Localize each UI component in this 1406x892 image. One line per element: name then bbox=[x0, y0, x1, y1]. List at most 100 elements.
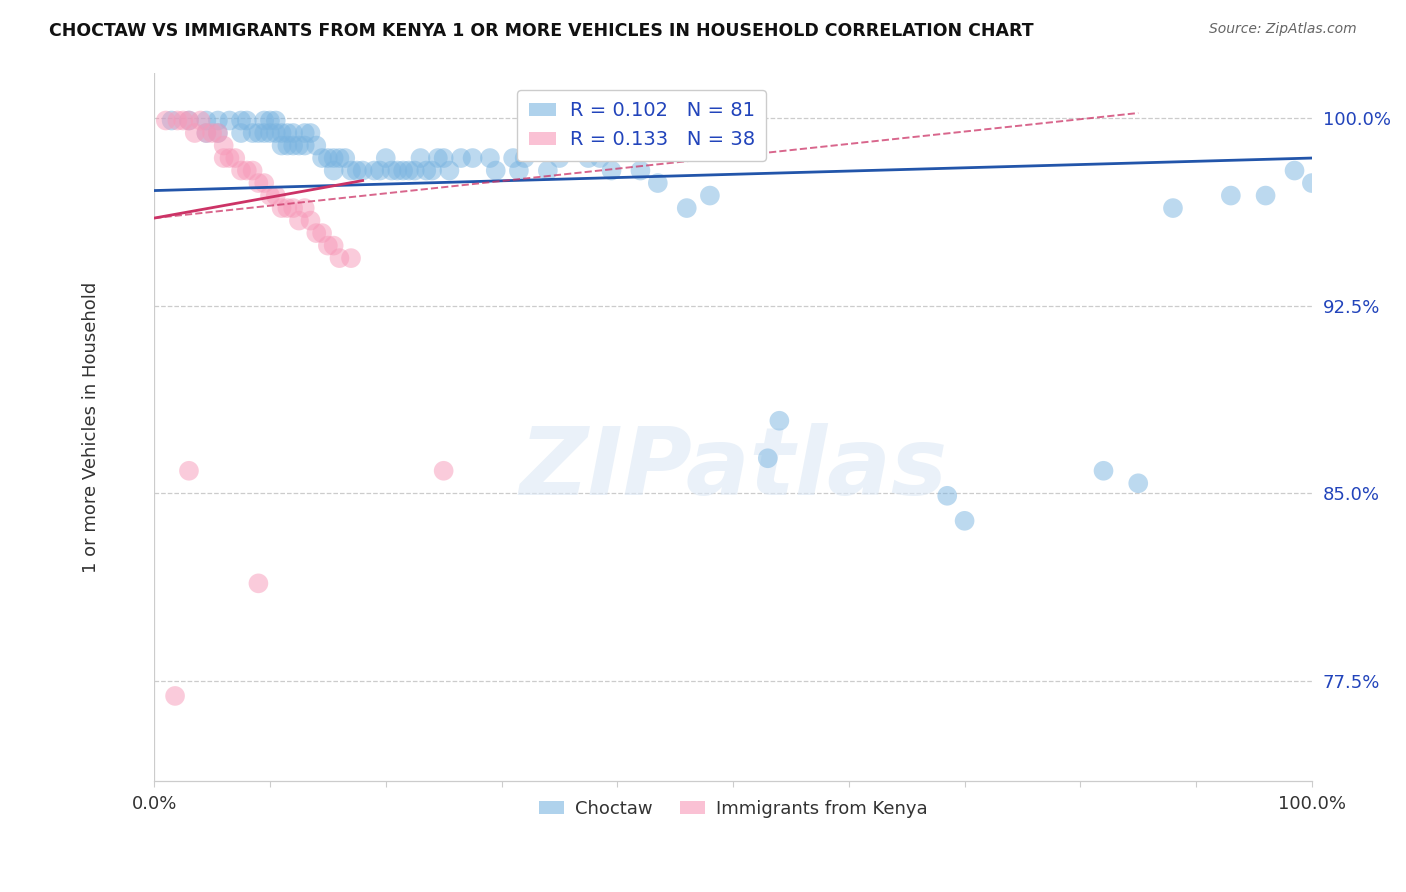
Point bbox=[600, 163, 623, 178]
Text: ZIPatlas: ZIPatlas bbox=[519, 424, 948, 516]
Legend: Choctaw, Immigrants from Kenya: Choctaw, Immigrants from Kenya bbox=[531, 793, 935, 825]
Point bbox=[537, 163, 560, 178]
Point bbox=[398, 163, 420, 178]
Point bbox=[1254, 188, 1277, 202]
Point bbox=[288, 138, 311, 153]
Point bbox=[270, 138, 292, 153]
Point bbox=[264, 188, 287, 202]
Point bbox=[299, 126, 322, 140]
Point bbox=[218, 113, 240, 128]
Point bbox=[207, 113, 229, 128]
Point bbox=[461, 151, 484, 165]
Point bbox=[212, 151, 235, 165]
Point bbox=[229, 113, 252, 128]
Point bbox=[409, 151, 432, 165]
Point bbox=[281, 201, 304, 215]
Point bbox=[380, 163, 402, 178]
Point bbox=[242, 163, 264, 178]
Point bbox=[322, 163, 344, 178]
Point bbox=[340, 251, 363, 265]
Point bbox=[299, 213, 322, 227]
Point bbox=[1284, 163, 1306, 178]
Point bbox=[270, 126, 292, 140]
Point bbox=[1128, 476, 1150, 491]
Point bbox=[485, 163, 508, 178]
Point bbox=[576, 151, 599, 165]
Point bbox=[281, 126, 304, 140]
Point bbox=[768, 414, 790, 428]
Point bbox=[316, 238, 339, 252]
Point bbox=[433, 464, 456, 478]
Point bbox=[294, 138, 316, 153]
Point bbox=[502, 151, 524, 165]
Point bbox=[195, 126, 218, 140]
Point bbox=[392, 163, 415, 178]
Point bbox=[363, 163, 385, 178]
Point bbox=[756, 451, 779, 466]
Point bbox=[165, 689, 187, 703]
Point bbox=[253, 126, 276, 140]
Point bbox=[311, 226, 333, 240]
Point bbox=[352, 163, 374, 178]
Point bbox=[218, 151, 240, 165]
Point bbox=[699, 188, 721, 202]
Point bbox=[311, 151, 333, 165]
Point bbox=[259, 188, 281, 202]
Point bbox=[184, 126, 207, 140]
Point bbox=[513, 151, 536, 165]
Point bbox=[224, 151, 246, 165]
Text: CHOCTAW VS IMMIGRANTS FROM KENYA 1 OR MORE VEHICLES IN HOUSEHOLD CORRELATION CHA: CHOCTAW VS IMMIGRANTS FROM KENYA 1 OR MO… bbox=[49, 22, 1033, 40]
Point bbox=[340, 163, 363, 178]
Point bbox=[1161, 201, 1184, 215]
Point bbox=[420, 163, 443, 178]
Point bbox=[647, 176, 669, 190]
Point bbox=[508, 163, 530, 178]
Point bbox=[305, 138, 328, 153]
Point bbox=[264, 126, 287, 140]
Point bbox=[478, 151, 501, 165]
Point bbox=[259, 113, 281, 128]
Point bbox=[294, 126, 316, 140]
Point bbox=[450, 151, 472, 165]
Point bbox=[294, 201, 316, 215]
Point bbox=[253, 113, 276, 128]
Point bbox=[1219, 188, 1241, 202]
Point bbox=[675, 201, 697, 215]
Point bbox=[328, 251, 350, 265]
Point bbox=[160, 113, 183, 128]
Point bbox=[439, 163, 461, 178]
Point bbox=[212, 138, 235, 153]
Text: 1 or more Vehicles in Household: 1 or more Vehicles in Household bbox=[82, 281, 100, 573]
Point bbox=[415, 163, 437, 178]
Point bbox=[374, 151, 396, 165]
Point bbox=[305, 226, 328, 240]
Point bbox=[426, 151, 449, 165]
Point bbox=[166, 113, 188, 128]
Point bbox=[276, 201, 298, 215]
Point bbox=[247, 176, 270, 190]
Point bbox=[190, 113, 212, 128]
Point bbox=[328, 151, 350, 165]
Point bbox=[433, 151, 456, 165]
Point bbox=[247, 126, 270, 140]
Point bbox=[288, 213, 311, 227]
Point bbox=[253, 176, 276, 190]
Point bbox=[936, 489, 959, 503]
Point bbox=[172, 113, 194, 128]
Point bbox=[387, 163, 409, 178]
Point bbox=[1301, 176, 1323, 190]
Point bbox=[368, 163, 391, 178]
Point bbox=[155, 113, 177, 128]
Point bbox=[177, 113, 200, 128]
Point bbox=[236, 163, 259, 178]
Point bbox=[404, 163, 426, 178]
Point bbox=[589, 151, 612, 165]
Point bbox=[236, 113, 259, 128]
Point bbox=[264, 113, 287, 128]
Point bbox=[630, 163, 652, 178]
Point bbox=[322, 151, 344, 165]
Point bbox=[195, 113, 218, 128]
Point bbox=[201, 126, 224, 140]
Point bbox=[259, 126, 281, 140]
Text: Source: ZipAtlas.com: Source: ZipAtlas.com bbox=[1209, 22, 1357, 37]
